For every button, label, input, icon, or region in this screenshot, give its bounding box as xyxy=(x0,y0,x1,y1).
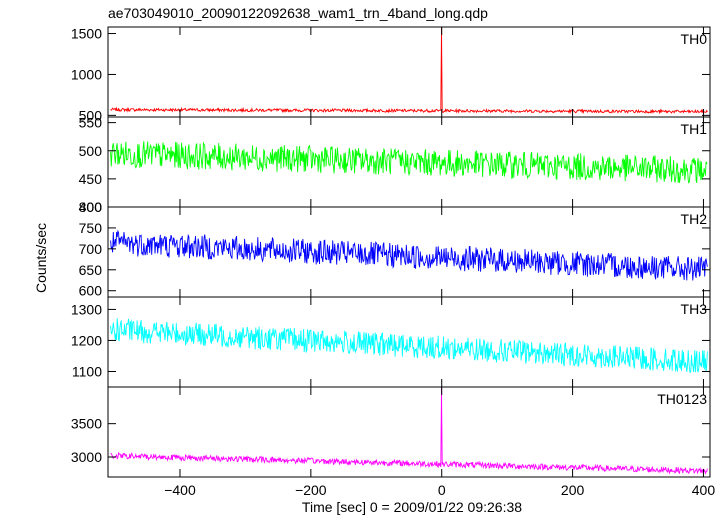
y-tick-label: 1100 xyxy=(72,363,102,379)
y-tick-label: 500 xyxy=(79,107,103,123)
y-tick-label: 1200 xyxy=(71,332,102,348)
y-tick-label: 1300 xyxy=(71,301,102,317)
y-tick-label: 450 xyxy=(79,171,103,187)
series-line-th3 xyxy=(110,318,708,373)
x-tick-label: 400 xyxy=(692,482,716,498)
y-tick-label: 650 xyxy=(79,262,103,278)
x-axis-label: Time [sec] 0 = 2009/01/22 09:26:38 xyxy=(302,499,522,515)
y-tick-label: 3500 xyxy=(71,416,102,432)
y-tick-label: 3000 xyxy=(71,449,102,465)
series-line-th1 xyxy=(110,141,708,184)
panel-label-th1: TH1 xyxy=(681,121,708,137)
x-tick-label: −400 xyxy=(164,482,196,498)
y-tick-label: 500 xyxy=(79,143,103,159)
y-tick-label: 1500 xyxy=(71,26,102,42)
panel-th0123: 3000 3500 TH0123 xyxy=(71,386,711,478)
y-axis-label: Counts/sec xyxy=(33,223,49,293)
series-line-th2 xyxy=(110,229,708,281)
panel-th2: 600 650 700 750 800 TH2 xyxy=(79,199,711,299)
x-tick-label: 0 xyxy=(438,482,446,498)
y-tick-label: 800 xyxy=(79,199,103,215)
panel-label-th3: TH3 xyxy=(681,301,708,317)
panel-label-th0: TH0 xyxy=(681,31,708,47)
chart-title: ae703049010_20090122092638_wam1_trn_4ban… xyxy=(108,5,488,21)
x-axis: −400 −200 0 200 400 xyxy=(164,482,715,498)
y-tick-label: 400 xyxy=(79,199,103,215)
y-tick-label: 750 xyxy=(79,220,103,236)
panel-th0: 500 1000 1500 TH0 xyxy=(71,26,711,123)
y-tick-label: 700 xyxy=(79,241,103,257)
panel-label-th2: TH2 xyxy=(681,211,708,227)
panel-th1: 400 450 500 550 TH1 xyxy=(79,115,711,215)
panel-frame xyxy=(107,26,711,118)
y-tick-label: 550 xyxy=(79,115,103,131)
panel-label-th0123: TH0123 xyxy=(657,391,707,407)
series-line-th0123 xyxy=(110,387,708,475)
series-line-th0 xyxy=(110,27,708,115)
x-tick-label: 200 xyxy=(561,482,585,498)
panel-th3: 1100 1200 1300 TH3 xyxy=(71,296,711,388)
y-tick-label: 600 xyxy=(79,283,103,299)
x-tick-label: −200 xyxy=(295,482,327,498)
panel-frame xyxy=(107,386,711,478)
y-tick-label: 1000 xyxy=(71,66,102,82)
